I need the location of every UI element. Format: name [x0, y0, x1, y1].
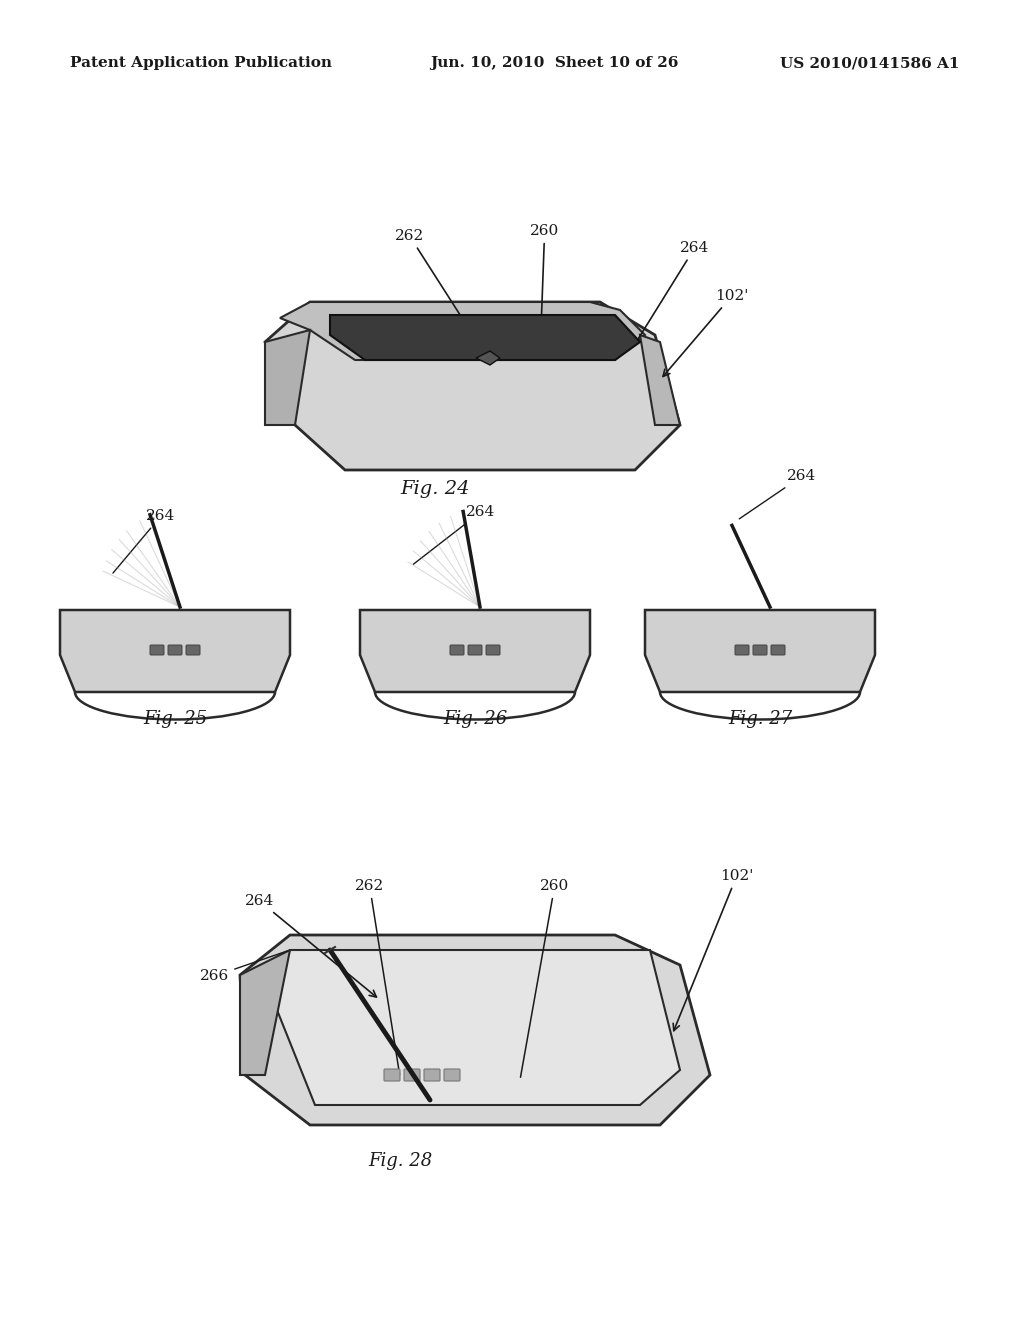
- FancyBboxPatch shape: [150, 645, 164, 655]
- FancyBboxPatch shape: [384, 1069, 400, 1081]
- FancyBboxPatch shape: [404, 1069, 420, 1081]
- FancyBboxPatch shape: [424, 1069, 440, 1081]
- FancyBboxPatch shape: [444, 1069, 460, 1081]
- Polygon shape: [476, 351, 500, 366]
- Text: 260: 260: [520, 879, 569, 1077]
- Text: Jun. 10, 2010  Sheet 10 of 26: Jun. 10, 2010 Sheet 10 of 26: [430, 57, 678, 70]
- FancyBboxPatch shape: [753, 645, 767, 655]
- Text: 262: 262: [395, 228, 485, 355]
- Text: 264: 264: [637, 242, 710, 342]
- Text: Fig. 28: Fig. 28: [368, 1152, 432, 1170]
- Polygon shape: [60, 610, 290, 692]
- Text: Fig. 26: Fig. 26: [442, 710, 507, 729]
- Text: Fig. 25: Fig. 25: [143, 710, 207, 729]
- Polygon shape: [360, 610, 590, 692]
- FancyBboxPatch shape: [486, 645, 500, 655]
- Text: 264: 264: [739, 470, 816, 519]
- Text: Fig. 24: Fig. 24: [400, 480, 470, 498]
- Text: 260: 260: [530, 224, 559, 354]
- Text: 266: 266: [200, 950, 288, 983]
- Text: 264: 264: [414, 504, 496, 564]
- FancyBboxPatch shape: [450, 645, 464, 655]
- FancyBboxPatch shape: [468, 645, 482, 655]
- Polygon shape: [640, 335, 680, 425]
- Text: Patent Application Publication: Patent Application Publication: [70, 57, 332, 70]
- FancyBboxPatch shape: [735, 645, 749, 655]
- Polygon shape: [645, 610, 874, 692]
- Text: 262: 262: [355, 879, 399, 1074]
- Polygon shape: [240, 950, 290, 1074]
- FancyBboxPatch shape: [771, 645, 785, 655]
- Text: US 2010/0141586 A1: US 2010/0141586 A1: [780, 57, 959, 70]
- Text: 264: 264: [113, 510, 175, 573]
- Polygon shape: [280, 302, 645, 360]
- Polygon shape: [240, 935, 710, 1125]
- Text: 102': 102': [663, 289, 749, 376]
- Text: Fig. 27: Fig. 27: [728, 710, 793, 729]
- Polygon shape: [330, 315, 640, 360]
- Polygon shape: [265, 950, 680, 1105]
- Polygon shape: [265, 330, 310, 425]
- Text: 102': 102': [673, 869, 754, 1031]
- FancyBboxPatch shape: [186, 645, 200, 655]
- Polygon shape: [265, 302, 680, 470]
- Text: 264: 264: [245, 894, 377, 997]
- FancyBboxPatch shape: [168, 645, 182, 655]
